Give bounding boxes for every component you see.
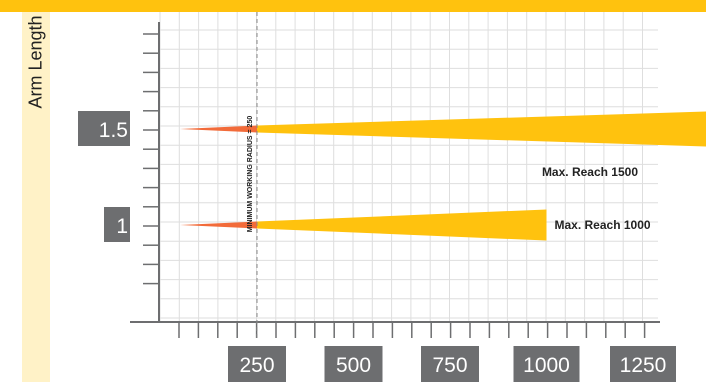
y-tick-label-1.5: 1.5 — [99, 119, 128, 142]
max-reach-label-1.5: Max. Reach 1500 — [542, 165, 638, 179]
reference-line-group: MINIMUM WORKING RADIUS = 250 — [247, 12, 258, 338]
y-tick-box-1.5 — [78, 111, 130, 146]
x-tick-label-1250: 1250 — [620, 354, 667, 377]
x-tick-box-750 — [421, 346, 479, 382]
reach-inner-wedge-1.5 — [180, 125, 257, 133]
x-tick-label-750: 750 — [432, 354, 467, 377]
y-axis-label-strip — [22, 12, 50, 382]
min-radius-label: MINIMUM WORKING RADIUS = 250 — [247, 116, 254, 233]
reach-bar-1.5 — [257, 111, 706, 147]
labels: 250 500 750 1000 1250 1.5 1 Max. Reach 1500 Max.… — [78, 111, 676, 382]
y-tick-label-1: 1 — [116, 215, 128, 238]
x-tick-box-500 — [324, 346, 383, 382]
top-accent-bar — [0, 0, 706, 12]
x-tick-label-500: 500 — [336, 354, 371, 377]
x-tick-box-250 — [228, 346, 286, 382]
x-tick-label-250: 250 — [239, 354, 274, 377]
x-tick-box-1250 — [610, 346, 676, 382]
y-tick-box-1 — [104, 207, 130, 242]
max-reach-label-1: Max. Reach 1000 — [555, 218, 651, 232]
x-tick-box-1000 — [513, 346, 580, 382]
reach-inner-wedge-1 — [180, 221, 257, 229]
reach-bar-1 — [257, 209, 547, 241]
axes — [130, 22, 660, 338]
x-tick-label-1000: 1000 — [523, 354, 570, 377]
reach-bars — [180, 111, 706, 241]
